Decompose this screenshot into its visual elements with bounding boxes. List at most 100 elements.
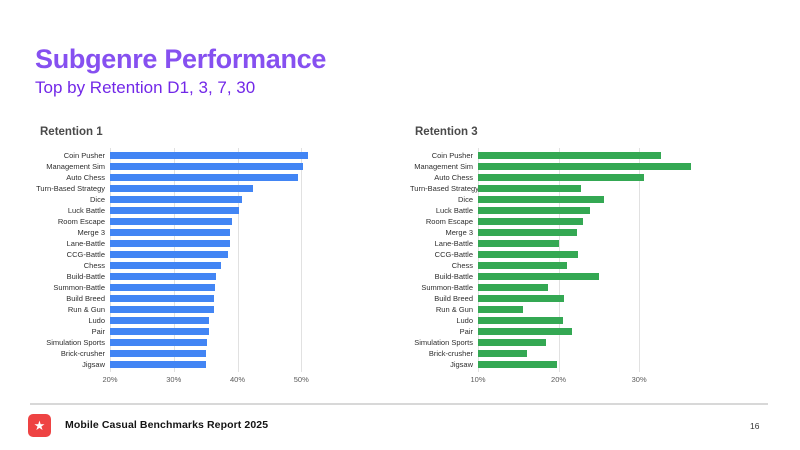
x-axis-ticks: 20% 30% 40% 50% xyxy=(102,375,365,388)
category-label: Lane-Battle xyxy=(434,239,473,248)
bar-track xyxy=(478,218,768,225)
bar-track xyxy=(478,207,768,214)
category-label: Brick-crusher xyxy=(60,349,105,358)
bar-track xyxy=(478,328,768,335)
bar-row: Brick-crusher xyxy=(35,348,365,359)
category-label: Lane-Battle xyxy=(66,239,105,248)
footer-divider xyxy=(30,403,768,405)
bar xyxy=(478,251,578,258)
category-label: Coin Pusher xyxy=(431,151,473,160)
bar xyxy=(110,174,299,181)
bar-track xyxy=(110,240,365,247)
bar xyxy=(478,185,582,192)
bar-track xyxy=(110,174,365,181)
category-label: Run & Gun xyxy=(435,305,473,314)
bar-row: Ludo xyxy=(410,315,768,326)
category-label: Simulation Sports xyxy=(46,338,105,347)
bar-row: Coin Pusher xyxy=(410,150,768,161)
bar-track xyxy=(478,196,768,203)
category-label: Merge 3 xyxy=(445,228,473,237)
bar-row: Build Breed xyxy=(410,293,768,304)
category-label: Build-Battle xyxy=(66,272,105,281)
bar-rows: Coin Pusher Management Sim Auto Chess Turn-… xyxy=(410,148,768,372)
bar xyxy=(110,240,230,247)
bar xyxy=(110,229,231,236)
bar-row: Simulation Sports xyxy=(410,337,768,348)
bar-track xyxy=(110,317,365,324)
bar xyxy=(478,295,565,302)
category-label: Dice xyxy=(457,195,473,204)
bar-row: CCG-Battle xyxy=(410,249,768,260)
category-label: Summon-Battle xyxy=(421,283,473,292)
category-label: Management Sim xyxy=(414,162,473,171)
bar-track xyxy=(478,350,768,357)
category-label: Room Escape xyxy=(425,217,473,226)
bar-track xyxy=(110,306,365,313)
bar-row: Chess xyxy=(35,260,365,271)
category-label: Luck Battle xyxy=(435,206,473,215)
bar-track xyxy=(110,229,365,236)
axis-tick-label: 20% xyxy=(551,375,567,384)
bar xyxy=(478,240,560,247)
bar-row: Auto Chess xyxy=(35,172,365,183)
bar xyxy=(110,306,214,313)
page-subtitle: Top by Retention D1, 3, 7, 30 xyxy=(35,78,256,97)
bar-row: Run & Gun xyxy=(35,304,365,315)
gridline xyxy=(237,148,239,372)
category-label: Build Breed xyxy=(66,294,105,303)
bar-row: Chess xyxy=(410,260,768,271)
bar-track xyxy=(110,196,365,203)
category-label: Summon-Battle xyxy=(53,283,105,292)
bar xyxy=(110,295,214,302)
bar xyxy=(110,284,216,291)
bar-track xyxy=(110,361,365,368)
bar xyxy=(478,207,590,214)
category-label: Run & Gun xyxy=(67,305,105,314)
bar-row: Luck Battle xyxy=(410,205,768,216)
bar-row: Build-Battle xyxy=(410,271,768,282)
bar-row: Simulation Sports xyxy=(35,337,365,348)
bar-row: Room Escape xyxy=(410,216,768,227)
category-label: Build Breed xyxy=(434,294,473,303)
x-axis-ticks: 10% 20% 30% xyxy=(470,375,768,388)
bar-track xyxy=(110,218,365,225)
bar xyxy=(478,339,546,346)
gridline xyxy=(478,148,479,372)
bar-row: CCG-Battle xyxy=(35,249,365,260)
bar-track xyxy=(110,295,365,302)
bar-track xyxy=(478,174,768,181)
bar-row: Management Sim xyxy=(410,161,768,172)
category-label: Room Escape xyxy=(57,217,105,226)
bar-track xyxy=(110,251,365,258)
bar-track xyxy=(478,262,768,269)
bar xyxy=(110,350,207,357)
chart-plot: Coin Pusher Management Sim Auto Chess Turn-… xyxy=(35,148,365,372)
bar-track xyxy=(478,229,768,236)
bar xyxy=(110,196,242,203)
category-label: Jigsaw xyxy=(82,360,105,369)
bar-row: Brick-crusher xyxy=(410,348,768,359)
bar-track xyxy=(478,152,768,159)
bar-row: Jigsaw xyxy=(35,359,365,370)
star-icon: ★ xyxy=(33,418,46,433)
gridline xyxy=(558,148,560,372)
gridline xyxy=(301,148,303,372)
chart-title: Retention 3 xyxy=(415,126,478,138)
chart-retention-3: Retention 3 Coin Pusher Management Sim Aut… xyxy=(410,126,768,388)
category-label: Chess xyxy=(83,261,105,270)
bar xyxy=(478,262,568,269)
category-label: Turn-Based Strategy xyxy=(410,184,478,193)
bar xyxy=(478,361,557,368)
axis-tick-label: 50% xyxy=(293,375,309,384)
bar-track xyxy=(478,361,768,368)
bar xyxy=(478,163,692,170)
bar xyxy=(110,152,308,159)
bar xyxy=(478,317,564,324)
bar-row: Dice xyxy=(35,194,365,205)
bar xyxy=(478,218,583,225)
bar-track xyxy=(478,295,768,302)
bar-row: Ludo xyxy=(35,315,365,326)
axis-tick-label: 10% xyxy=(470,375,486,384)
category-label: Management Sim xyxy=(46,162,105,171)
bar-track xyxy=(110,163,365,170)
